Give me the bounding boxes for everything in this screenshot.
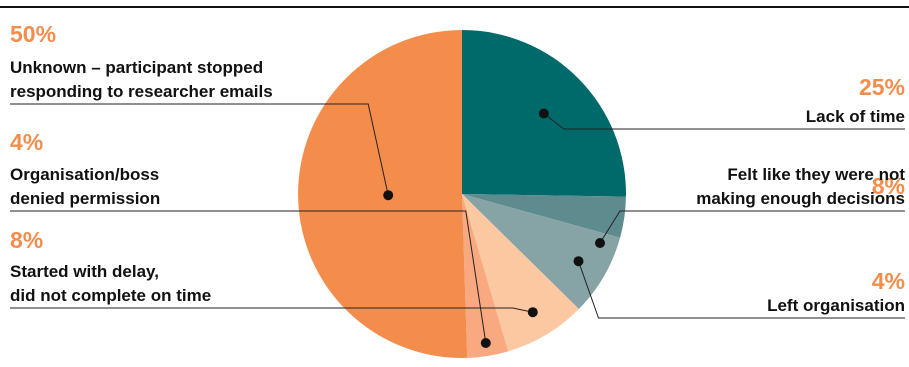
slice-not-making-decisions	[462, 194, 626, 238]
percent-label-boss-denied-permission: 4%	[10, 129, 43, 155]
marker-unknown	[383, 190, 394, 201]
leader-lines	[10, 103, 905, 348]
leader-lack-of-time	[543, 113, 905, 130]
slice-started-with-delay	[462, 194, 579, 352]
percent-label-unknown: 50%	[10, 21, 56, 47]
leader-started-with-delay	[10, 307, 533, 313]
category-label-lack-of-time-line-1: Lack of time	[806, 107, 905, 126]
percent-label-left-organisation: 4%	[872, 268, 905, 294]
category-label-left-organisation-line-1: Left organisation	[767, 296, 905, 315]
slice-unknown	[298, 30, 468, 358]
pie-slices	[298, 29, 627, 358]
category-label-unknown-line-1: Unknown – participant stopped	[10, 58, 263, 77]
category-label-boss-denied-permission-line-1: Organisation/boss	[10, 165, 159, 184]
slice-left-organisation	[462, 194, 621, 310]
category-label-unknown-line-2: responding to researcher emails	[10, 82, 273, 101]
category-label-not-making-decisions-line-1: Felt like they were not	[727, 165, 905, 184]
marker-boss-denied-permission	[480, 338, 491, 348]
category-label-started-with-delay-line-1: Started with delay,	[10, 262, 159, 281]
leader-boss-denied-permission	[10, 210, 487, 344]
category-label-started-with-delay-line-2: did not complete on time	[10, 286, 211, 305]
marker-started-with-delay	[527, 307, 538, 318]
marker-lack-of-time	[538, 108, 549, 119]
leader-not-making-decisions	[599, 210, 905, 244]
percent-label-started-with-delay: 8%	[10, 227, 43, 253]
slice-boss-denied-permission	[462, 194, 509, 358]
percent-label-lack-of-time: 25%	[859, 74, 905, 100]
percent-label-not-making-decisions: 8%	[872, 173, 905, 199]
category-label-not-making-decisions-line-2: making enough decisions	[696, 189, 905, 208]
leader-left-organisation	[578, 261, 905, 319]
category-label-boss-denied-permission-line-2: denied permission	[10, 189, 160, 208]
marker-left-organisation	[573, 256, 584, 267]
marker-not-making-decisions	[595, 238, 605, 248]
leader-unknown	[10, 103, 389, 196]
